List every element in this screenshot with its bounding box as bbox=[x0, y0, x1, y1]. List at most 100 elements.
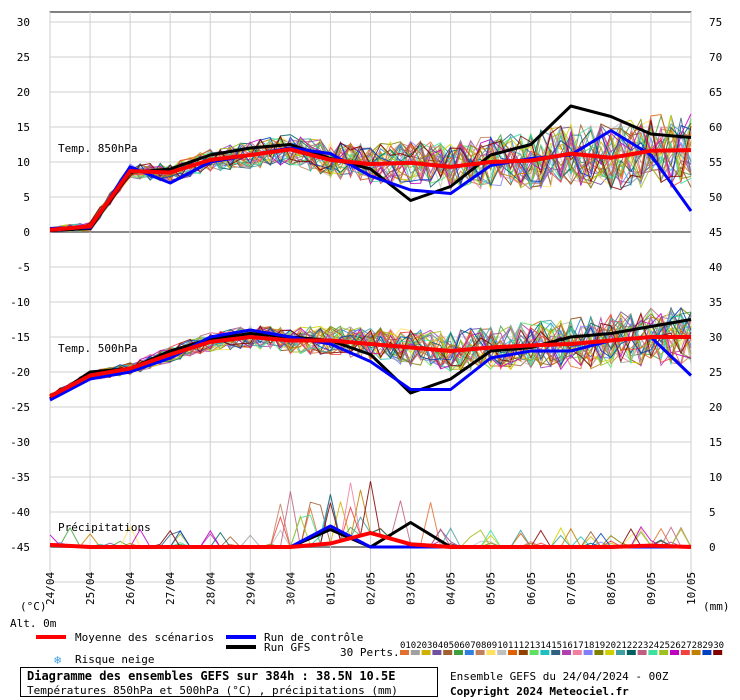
alt-label: Alt. 0m bbox=[10, 617, 57, 630]
x-tick-label: 05/05 bbox=[485, 572, 498, 605]
left-tick-label: -15 bbox=[10, 331, 30, 344]
right-tick-label: 45 bbox=[709, 226, 722, 239]
pert-id-label: 08 bbox=[476, 641, 487, 651]
left-tick-label: 10 bbox=[17, 156, 30, 169]
pert-id-label: 03 bbox=[422, 641, 433, 651]
pert-swatch bbox=[475, 650, 485, 655]
x-tick-label: 02/05 bbox=[365, 572, 378, 605]
main-series-lines bbox=[49, 104, 693, 549]
panel-label-t500: Temp. 500hPa bbox=[58, 342, 137, 355]
left-tick-label: 30 bbox=[17, 16, 30, 29]
pert-id-label: 16 bbox=[562, 641, 573, 651]
right-tick-label: 70 bbox=[709, 51, 722, 64]
series-line-2-t500 bbox=[49, 318, 692, 400]
series-line-0-t850 bbox=[49, 147, 692, 232]
pert-swatch bbox=[410, 650, 420, 655]
left-tick-label: 25 bbox=[17, 51, 30, 64]
pert-id-label: 05 bbox=[443, 641, 454, 651]
x-tick-label: 04/05 bbox=[445, 572, 458, 605]
ensemble-run-label: Ensemble GEFS du 24/04/2024 - 00Z bbox=[450, 670, 669, 683]
chart-title: Diagramme des ensembles GEFS sur 384h : … bbox=[27, 669, 396, 683]
pert-swatch bbox=[443, 650, 453, 655]
pert-swatch bbox=[594, 650, 604, 655]
pert-id-label: 22 bbox=[627, 641, 638, 651]
legend-gfs-label: Run GFS bbox=[264, 641, 310, 654]
left-tick-label: 5 bbox=[23, 191, 30, 204]
pert-id-label: 10 bbox=[497, 641, 508, 651]
left-tick-label: -20 bbox=[10, 366, 30, 379]
series-line-1-t850 bbox=[49, 129, 693, 230]
pert-swatch bbox=[454, 650, 463, 655]
pert-line-28 bbox=[49, 126, 692, 232]
left-tick-label: 0 bbox=[23, 226, 30, 239]
pert-swatch bbox=[551, 650, 561, 655]
x-tick-label: 01/05 bbox=[324, 572, 337, 605]
pert-id-label: 27 bbox=[681, 641, 692, 651]
right-tick-label: 10 bbox=[709, 471, 722, 484]
left-tick-label: -45 bbox=[10, 541, 30, 554]
pert-id-label: 18 bbox=[584, 641, 595, 651]
pert-swatch bbox=[659, 650, 669, 655]
x-tick-label: 27/04 bbox=[164, 572, 177, 605]
x-tick-label: 03/05 bbox=[405, 572, 418, 605]
right-tick-label: 65 bbox=[709, 86, 722, 99]
pert-swatch bbox=[508, 650, 517, 655]
right-tick-label: 50 bbox=[709, 191, 722, 204]
pert-id-label: 20 bbox=[605, 641, 616, 651]
pert-swatch bbox=[400, 650, 409, 655]
pert-id-label: 04 bbox=[432, 641, 443, 651]
chart-grid bbox=[49, 11, 692, 583]
pert-swatch bbox=[702, 650, 712, 655]
panel-label-precip: Précipitations bbox=[58, 521, 151, 534]
x-tick-label: 26/04 bbox=[124, 572, 137, 605]
x-tick-label: 10/05 bbox=[685, 572, 698, 605]
pert-swatch bbox=[421, 650, 431, 655]
pert-swatch bbox=[529, 650, 539, 655]
right-tick-label: 75 bbox=[709, 16, 722, 29]
legend-mean-label: Moyenne des scénarios bbox=[75, 631, 214, 644]
x-tick-label: 24/04 bbox=[44, 572, 57, 605]
pert-swatch bbox=[691, 650, 701, 655]
legend-control-label: Run de contrôle bbox=[264, 631, 363, 644]
right-tick-label: 35 bbox=[709, 296, 722, 309]
left-tick-label: -25 bbox=[10, 401, 30, 414]
series-line-0-precip bbox=[49, 531, 692, 549]
chart-subtitle: Températures 850hPa et 500hPa (°C) , pré… bbox=[27, 684, 398, 697]
right-tick-label: 0 bbox=[709, 541, 716, 554]
left-tick-label: 15 bbox=[17, 121, 30, 134]
x-tick-label: 06/05 bbox=[525, 572, 538, 605]
pert-swatch bbox=[486, 650, 496, 655]
left-tick-label: -40 bbox=[10, 506, 30, 519]
right-tick-label: 30 bbox=[709, 331, 722, 344]
right-tick-label: 20 bbox=[709, 401, 722, 414]
left-axis-unit: (°C) bbox=[20, 600, 47, 613]
legend-snow-label: Risque neige bbox=[75, 653, 154, 666]
pert-swatch bbox=[432, 650, 442, 655]
pert-id-label: 13 bbox=[530, 641, 541, 651]
pert-id-label: 07 bbox=[465, 641, 476, 651]
pert-id-label: 17 bbox=[573, 641, 584, 651]
right-tick-label: 60 bbox=[709, 121, 722, 134]
pert-swatch bbox=[605, 650, 615, 655]
right-tick-label: 25 bbox=[709, 366, 722, 379]
copyright-label: Copyright 2024 Meteociel.fr bbox=[450, 685, 629, 698]
x-tick-label: 29/04 bbox=[244, 572, 257, 605]
series-line-0-t500 bbox=[49, 335, 691, 399]
pert-id-label: 24 bbox=[648, 641, 659, 651]
pert-id-label: 25 bbox=[659, 641, 670, 651]
right-tick-label: 5 bbox=[709, 506, 716, 519]
pert-id-label: 06 bbox=[454, 641, 465, 651]
left-tick-label: -10 bbox=[10, 296, 30, 309]
perts-label: 30 Perts. bbox=[340, 646, 400, 659]
right-tick-label: 55 bbox=[709, 156, 722, 169]
pert-id-label: 01 bbox=[400, 641, 411, 651]
pert-id-label: 09 bbox=[486, 641, 497, 651]
x-tick-labels: 24/04 25/04 26/04 27/04 28/04 29/04 30/04 01/05… bbox=[44, 572, 698, 605]
pert-swatch bbox=[497, 650, 507, 655]
pert-swatch bbox=[464, 650, 474, 655]
pert-id-label: 30 bbox=[713, 641, 724, 651]
pert-swatch bbox=[670, 650, 679, 655]
x-tick-label: 09/05 bbox=[645, 572, 658, 605]
y-tick-labels: 302520151050-5-10-15-20-25-30-35-40-4575… bbox=[10, 16, 722, 554]
pert-id-label: 02 bbox=[411, 641, 422, 651]
